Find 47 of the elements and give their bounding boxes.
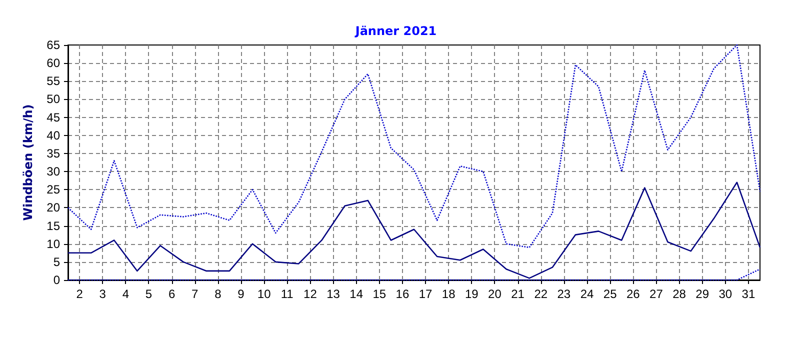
x-tick-label: 13 (326, 287, 340, 301)
x-tick-label: 8 (214, 287, 222, 301)
x-tick-label: 3 (99, 287, 106, 301)
x-tick-label: 12 (304, 287, 318, 301)
x-tick-label: 5 (145, 287, 152, 301)
y-tick-label: 60 (46, 56, 60, 70)
x-tick-label: 14 (350, 287, 364, 301)
y-tick-label: 25 (46, 182, 60, 197)
x-tick-label: 30 (718, 287, 732, 301)
chart-title: Jänner 2021 (354, 24, 437, 38)
x-tick-label: 4 (122, 287, 130, 301)
y-tick-label: 35 (46, 146, 60, 160)
x-tick-label: 15 (372, 287, 386, 301)
y-tick-label: 40 (46, 128, 60, 142)
y-axis-title: Windböen (km/h) (21, 104, 35, 221)
x-tick-label: 25 (603, 287, 618, 301)
x-tick-label: 27 (650, 287, 664, 301)
x-tick-label: 31 (742, 287, 756, 301)
x-tick-label: 22 (534, 287, 548, 301)
x-tick-label: 26 (626, 287, 640, 301)
y-tick-label: 30 (46, 164, 60, 179)
y-tick-label: 55 (46, 74, 60, 88)
x-tick-label: 18 (442, 287, 456, 301)
x-tick-label: 11 (280, 287, 294, 301)
x-tick-label: 23 (557, 287, 571, 301)
x-tick-label: 9 (238, 287, 245, 301)
x-tick-label: 24 (580, 287, 594, 301)
x-tick-label: 29 (696, 287, 710, 301)
x-tick-label: 19 (464, 287, 479, 301)
y-tick-label: 50 (46, 92, 60, 106)
y-tick-label: 45 (46, 110, 60, 124)
x-tick-label: 28 (672, 287, 686, 301)
x-tick-label: 16 (396, 287, 410, 301)
y-tick-label: 10 (46, 236, 60, 251)
x-tick-label: 17 (418, 287, 433, 301)
y-tick-label: 0 (53, 273, 60, 287)
y-tick-label: 65 (46, 38, 60, 52)
x-tick-label: 20 (488, 287, 502, 301)
x-tick-label: 2 (76, 287, 84, 301)
y-tick-label: 15 (46, 218, 60, 233)
x-tick-label: 7 (192, 287, 199, 301)
x-tick-label: 21 (511, 287, 525, 301)
y-tick-label: 20 (46, 200, 60, 215)
x-tick-label: 6 (168, 287, 176, 301)
line-series (67, 44, 761, 248)
y-tick-label: 5 (53, 254, 60, 269)
x-tick-label: 10 (257, 287, 272, 301)
